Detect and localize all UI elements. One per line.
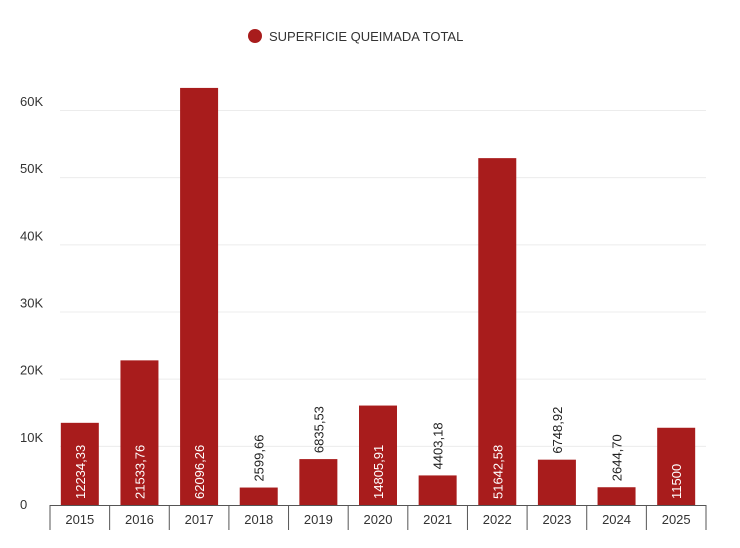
x-tick-label: 2020 [364, 512, 393, 527]
bar-value-label: 2644,70 [610, 434, 625, 481]
bar-value-label: 21533,76 [132, 445, 147, 499]
y-tick-label: 50K [20, 161, 43, 176]
legend[interactable]: SUPERFICIE QUEIMADA TOTAL [248, 29, 463, 44]
y-axis: 0 10K 20K 30K 40K 50K 60K [20, 94, 43, 512]
x-tick-label: 2024 [602, 512, 631, 527]
y-tick-label: 0 [20, 497, 27, 512]
y-tick-label: 10K [20, 430, 43, 445]
bar-value-label: 51642,58 [490, 445, 505, 499]
bar-value-label: 4403,18 [431, 422, 446, 469]
bar[interactable] [299, 459, 338, 505]
legend-swatch [248, 29, 262, 43]
x-axis: 2015 2016 2017 2018 2019 2020 2021 2022 2023 2024… [49, 505, 707, 530]
bar-value-label: 12234,33 [73, 445, 88, 499]
bar[interactable] [418, 475, 457, 505]
bar[interactable] [537, 459, 576, 505]
bar[interactable] [120, 360, 159, 505]
bar[interactable] [597, 487, 636, 505]
x-tick-label: 2017 [185, 512, 214, 527]
y-tick-label: 60K [20, 94, 43, 109]
x-tick-label: 2019 [304, 512, 333, 527]
bar-value-label: 11500 [669, 464, 684, 499]
x-tick-label: 2022 [483, 512, 512, 527]
bar[interactable] [657, 427, 696, 505]
bar-value-label: 6835,53 [311, 406, 326, 453]
bar-value-label: 14805,91 [371, 445, 386, 499]
bar-value-label: 2599,66 [252, 435, 267, 482]
gridlines [60, 110, 706, 447]
x-tick-label: 2021 [423, 512, 452, 527]
bar[interactable] [180, 87, 219, 506]
y-tick-label: 20K [20, 363, 43, 378]
x-tick-label: 2015 [65, 512, 94, 527]
bar[interactable] [60, 422, 99, 505]
x-tick-label: 2023 [542, 512, 571, 527]
bar[interactable] [239, 487, 278, 505]
legend-label: SUPERFICIE QUEIMADA TOTAL [269, 29, 463, 44]
x-tick-label: 2016 [125, 512, 154, 527]
y-tick-label: 30K [20, 296, 43, 311]
bars: 12234,33 21533,76 62096,26 2599,66 6835,53 14… [60, 87, 696, 506]
x-tick-label: 2018 [244, 512, 273, 527]
bar[interactable] [478, 158, 517, 505]
bar[interactable] [359, 405, 397, 505]
bar-value-label: 6748,92 [550, 407, 565, 454]
x-tick-label: 2025 [662, 512, 691, 527]
bar-value-label: 62096,26 [192, 445, 207, 499]
y-tick-label: 40K [20, 228, 43, 243]
